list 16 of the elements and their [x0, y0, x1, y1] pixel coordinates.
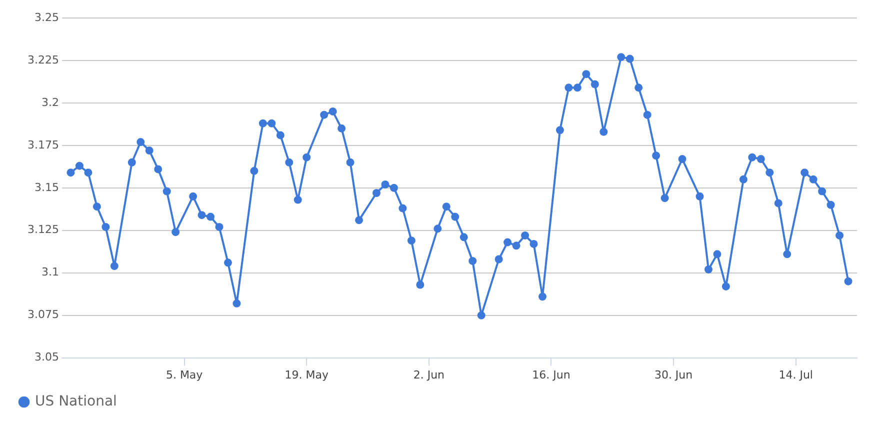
y-tick-label: 3.225	[28, 53, 59, 66]
x-tick-label: 16. Jun	[532, 368, 570, 382]
x-tick-label: 30. Jun	[654, 368, 693, 382]
y-tick-label: 3.25	[34, 10, 59, 24]
x-tick-label: 14. Jul	[778, 368, 813, 382]
y-tick-label: 3.1	[42, 266, 59, 279]
legend-label: US National	[35, 394, 117, 410]
x-tick-label: 2. Jun	[413, 368, 445, 382]
x-tick-label: 5. May	[166, 368, 204, 382]
y-tick-label: 3.15	[34, 180, 59, 194]
y-tick-label: 3.05	[34, 350, 59, 364]
y-tick-label: 3.125	[28, 223, 59, 236]
y-tick-label: 3.075	[28, 308, 59, 322]
y-tick-label: 3.175	[28, 138, 59, 152]
y-tick-label: 3.2	[42, 96, 59, 109]
x-tick-label: 19. May	[284, 368, 329, 382]
